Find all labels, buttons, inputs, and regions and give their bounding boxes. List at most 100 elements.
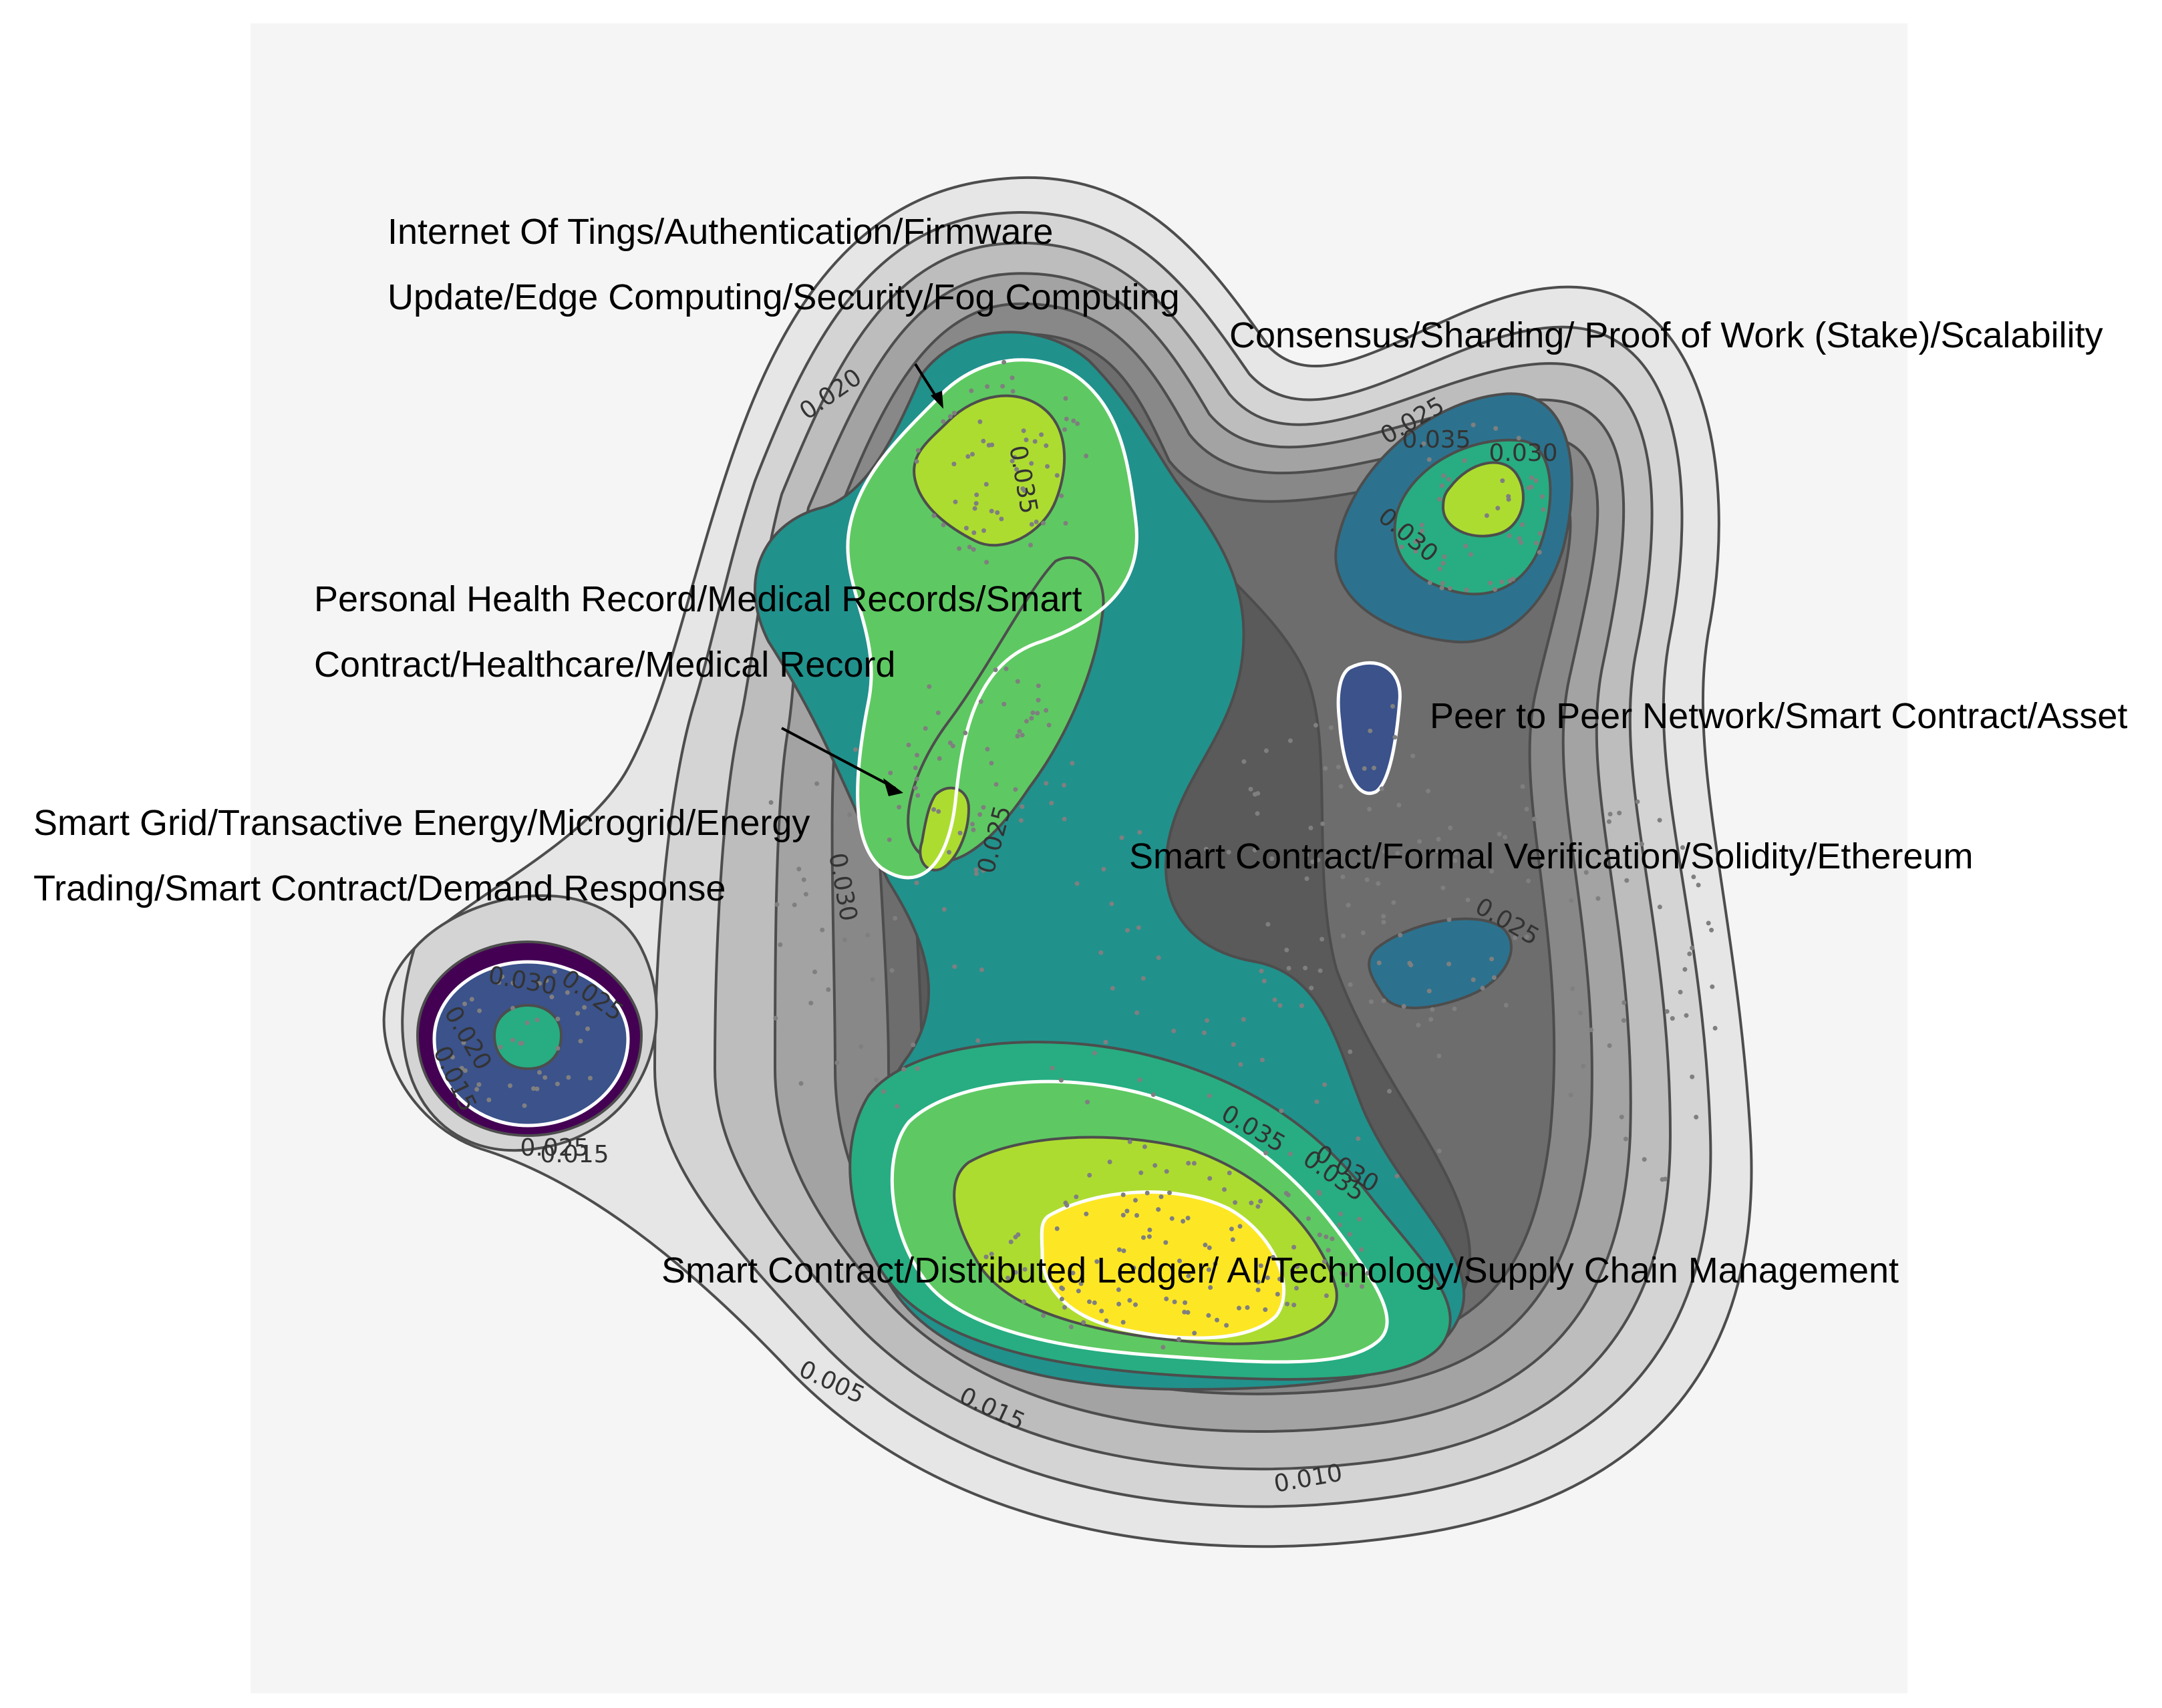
scatter-point xyxy=(1381,998,1386,1003)
scatter-point xyxy=(1410,753,1416,759)
scatter-point xyxy=(1270,1254,1275,1260)
scatter-point xyxy=(1607,812,1613,817)
scatter-point xyxy=(524,1020,530,1025)
scatter-point xyxy=(1136,925,1141,930)
scatter-point xyxy=(544,978,549,983)
scatter-point xyxy=(951,410,957,415)
scatter-point xyxy=(1215,1317,1219,1323)
scatter-point xyxy=(1238,1062,1243,1067)
scatter-point xyxy=(1437,566,1442,572)
scatter-point xyxy=(1360,1284,1364,1289)
scatter-point xyxy=(1020,486,1026,492)
scatter-point xyxy=(1635,799,1640,804)
scatter-point xyxy=(1041,520,1046,526)
scatter-point xyxy=(1493,586,1497,592)
scatter-point xyxy=(1493,425,1499,431)
scatter-point xyxy=(1500,478,1505,484)
topic-label-line1: Peer to Peer Network/Smart Contract/Asse… xyxy=(1430,696,2127,736)
scatter-point xyxy=(1183,1300,1188,1305)
scatter-point xyxy=(1177,1258,1182,1264)
scatter-point xyxy=(1269,856,1275,861)
scatter-point xyxy=(1344,855,1349,860)
scatter-point xyxy=(865,932,871,938)
contour-value-label: 0.030 xyxy=(1489,440,1557,467)
scatter-point xyxy=(1526,878,1531,884)
scatter-point xyxy=(1029,461,1034,466)
scatter-point xyxy=(1320,821,1326,826)
scatter-point xyxy=(981,868,986,873)
scatter-point xyxy=(1098,950,1104,955)
scatter-point xyxy=(1495,506,1501,511)
contour-value-label: 0.035 xyxy=(1402,426,1471,454)
scatter-point xyxy=(476,1082,482,1087)
scatter-point xyxy=(555,1045,561,1051)
scatter-point xyxy=(814,781,820,786)
scatter-point xyxy=(1309,985,1314,991)
scatter-point xyxy=(1133,1198,1138,1203)
scatter-point xyxy=(1131,1265,1136,1270)
scatter-point xyxy=(1020,804,1025,810)
scatter-point xyxy=(1448,825,1453,830)
scatter-point xyxy=(1203,846,1209,852)
scatter-point xyxy=(1407,961,1412,966)
scatter-point xyxy=(1491,975,1497,980)
contour-value-label: 0.015 xyxy=(540,1141,609,1168)
scatter-point xyxy=(1029,522,1034,527)
scatter-point xyxy=(1396,802,1402,808)
scatter-point xyxy=(1359,1247,1364,1252)
scatter-point xyxy=(1439,585,1444,590)
scatter-point xyxy=(1071,418,1076,423)
scatter-point xyxy=(1156,955,1161,961)
scatter-point xyxy=(1121,1248,1126,1253)
scatter-point xyxy=(498,1045,503,1049)
scatter-point xyxy=(1326,1248,1331,1253)
scatter-point xyxy=(1696,882,1701,888)
scatter-point xyxy=(1058,1077,1064,1083)
scatter-point xyxy=(1000,383,1006,389)
scatter-point xyxy=(1001,359,1007,365)
scatter-point xyxy=(1678,989,1683,995)
scatter-point xyxy=(1063,396,1068,401)
scatter-point xyxy=(1442,554,1447,559)
scatter-point xyxy=(1015,679,1020,684)
scatter-point xyxy=(1691,874,1696,880)
scatter-point xyxy=(1074,1194,1079,1200)
contour-bands xyxy=(382,176,1753,1548)
scatter-point xyxy=(1440,885,1446,890)
scatter-point xyxy=(1428,1017,1434,1022)
scatter-point xyxy=(1255,1204,1261,1209)
scatter-point xyxy=(1657,904,1662,910)
scatter-point xyxy=(1252,848,1257,852)
scatter-point xyxy=(1036,697,1041,703)
scatter-point xyxy=(1049,800,1054,806)
scatter-point xyxy=(1589,1027,1594,1033)
scatter-point xyxy=(1010,375,1015,381)
scatter-point xyxy=(1191,1161,1197,1166)
contour-line-highlight xyxy=(890,1079,1389,1364)
scatter-point xyxy=(1084,1211,1089,1216)
scatter-point xyxy=(1446,961,1452,967)
scatter-point xyxy=(1109,901,1114,906)
scatter-point xyxy=(1348,982,1353,987)
scatter-point xyxy=(1224,1323,1229,1328)
scatter-point xyxy=(1417,839,1422,844)
scatter-point xyxy=(1520,784,1525,789)
scatter-point xyxy=(1036,683,1041,689)
contour-line-highlight xyxy=(846,358,1138,880)
scatter-point xyxy=(1021,428,1026,434)
scatter-point xyxy=(963,730,968,735)
scatter-point xyxy=(1398,932,1403,938)
scatter-point xyxy=(1452,1006,1457,1011)
scatter-point xyxy=(1507,533,1512,538)
scatter-point xyxy=(1684,1013,1689,1018)
scatter-point xyxy=(936,809,941,814)
scatter-point xyxy=(1583,870,1589,875)
scatter-point xyxy=(1074,881,1080,886)
scatter-point xyxy=(1018,818,1024,823)
topic-label-line1: Smart Contract/Distributed Ledger/ AI/Te… xyxy=(661,1250,1899,1291)
scatter-point xyxy=(1399,544,1404,550)
scatter-point xyxy=(1142,1144,1147,1150)
topic-label-line1: Smart Grid/Transactive Energy/Microgrid/… xyxy=(33,803,810,843)
scatter-point xyxy=(768,800,774,805)
